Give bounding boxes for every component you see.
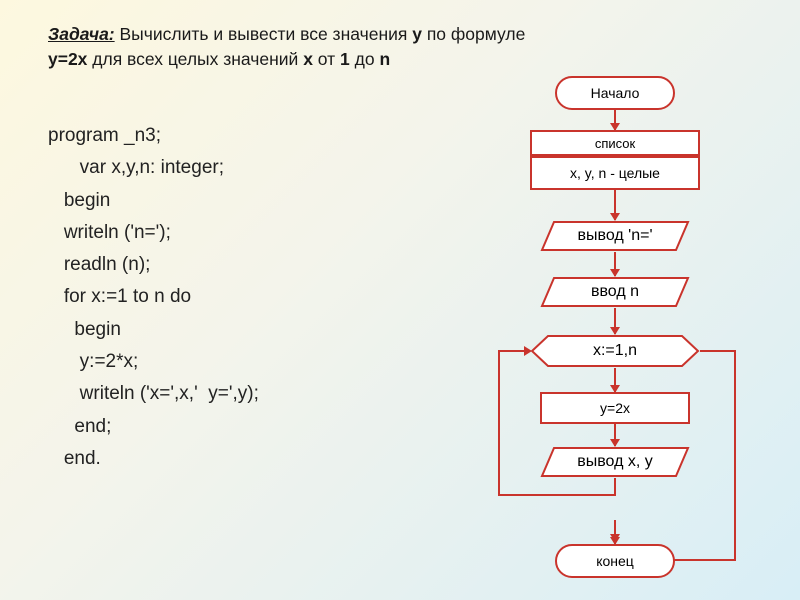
flow-loop-header: x:=1,n: [530, 334, 700, 368]
flow-input-n: ввод n: [540, 276, 690, 308]
code-line: y:=2*x;: [48, 346, 259, 378]
flow-line: [498, 494, 615, 496]
flow-line: [734, 350, 736, 560]
flow-arrow: [614, 424, 616, 446]
code-line: begin: [48, 314, 259, 346]
code-line: for x:=1 to n do: [48, 281, 259, 313]
flow-arrowhead-icon: [524, 346, 532, 356]
code-line: var x,y,n: integer;: [48, 152, 259, 184]
task-lead: Задача:: [48, 24, 115, 44]
code-line: readln (n);: [48, 249, 259, 281]
flow-arrow: [614, 252, 616, 276]
flow-declaration-top: список: [530, 130, 700, 156]
code-line: writeln ('x=',x,' y=',y);: [48, 378, 259, 410]
flow-line: [700, 350, 736, 352]
code-line: program _n3;: [48, 120, 259, 152]
flow-start: Начало: [555, 76, 675, 110]
flow-arrow: [614, 308, 616, 334]
slide: Задача: Вычислить и вывести все значения…: [0, 0, 800, 600]
code-line: end;: [48, 411, 259, 443]
flow-end: конец: [555, 544, 675, 578]
flow-declaration-bottom: x, y, n - целые: [530, 156, 700, 190]
task-title: Задача: Вычислить и вывести все значения…: [48, 22, 770, 71]
code-line: writeln ('n=');: [48, 217, 259, 249]
flow-output-prompt: вывод 'n=': [540, 220, 690, 252]
code-line: end.: [48, 443, 259, 475]
flow-arrow: [614, 110, 616, 130]
flow-output-xy: вывод x, y: [540, 446, 690, 478]
flow-arrow: [614, 190, 616, 220]
code-line: begin: [48, 185, 259, 217]
code-listing: program _n3; var x,y,n: integer; begin w…: [48, 120, 259, 475]
flow-body: y=2x: [540, 392, 690, 424]
flow-arrow: [614, 520, 616, 544]
flow-line: [498, 351, 500, 496]
flow-arrow: [614, 368, 616, 392]
flowchart: Начало список x, y, n - целые вывод 'n='…: [480, 76, 750, 581]
